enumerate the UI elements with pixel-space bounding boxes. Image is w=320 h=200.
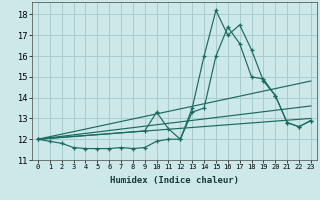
X-axis label: Humidex (Indice chaleur): Humidex (Indice chaleur) <box>110 176 239 185</box>
